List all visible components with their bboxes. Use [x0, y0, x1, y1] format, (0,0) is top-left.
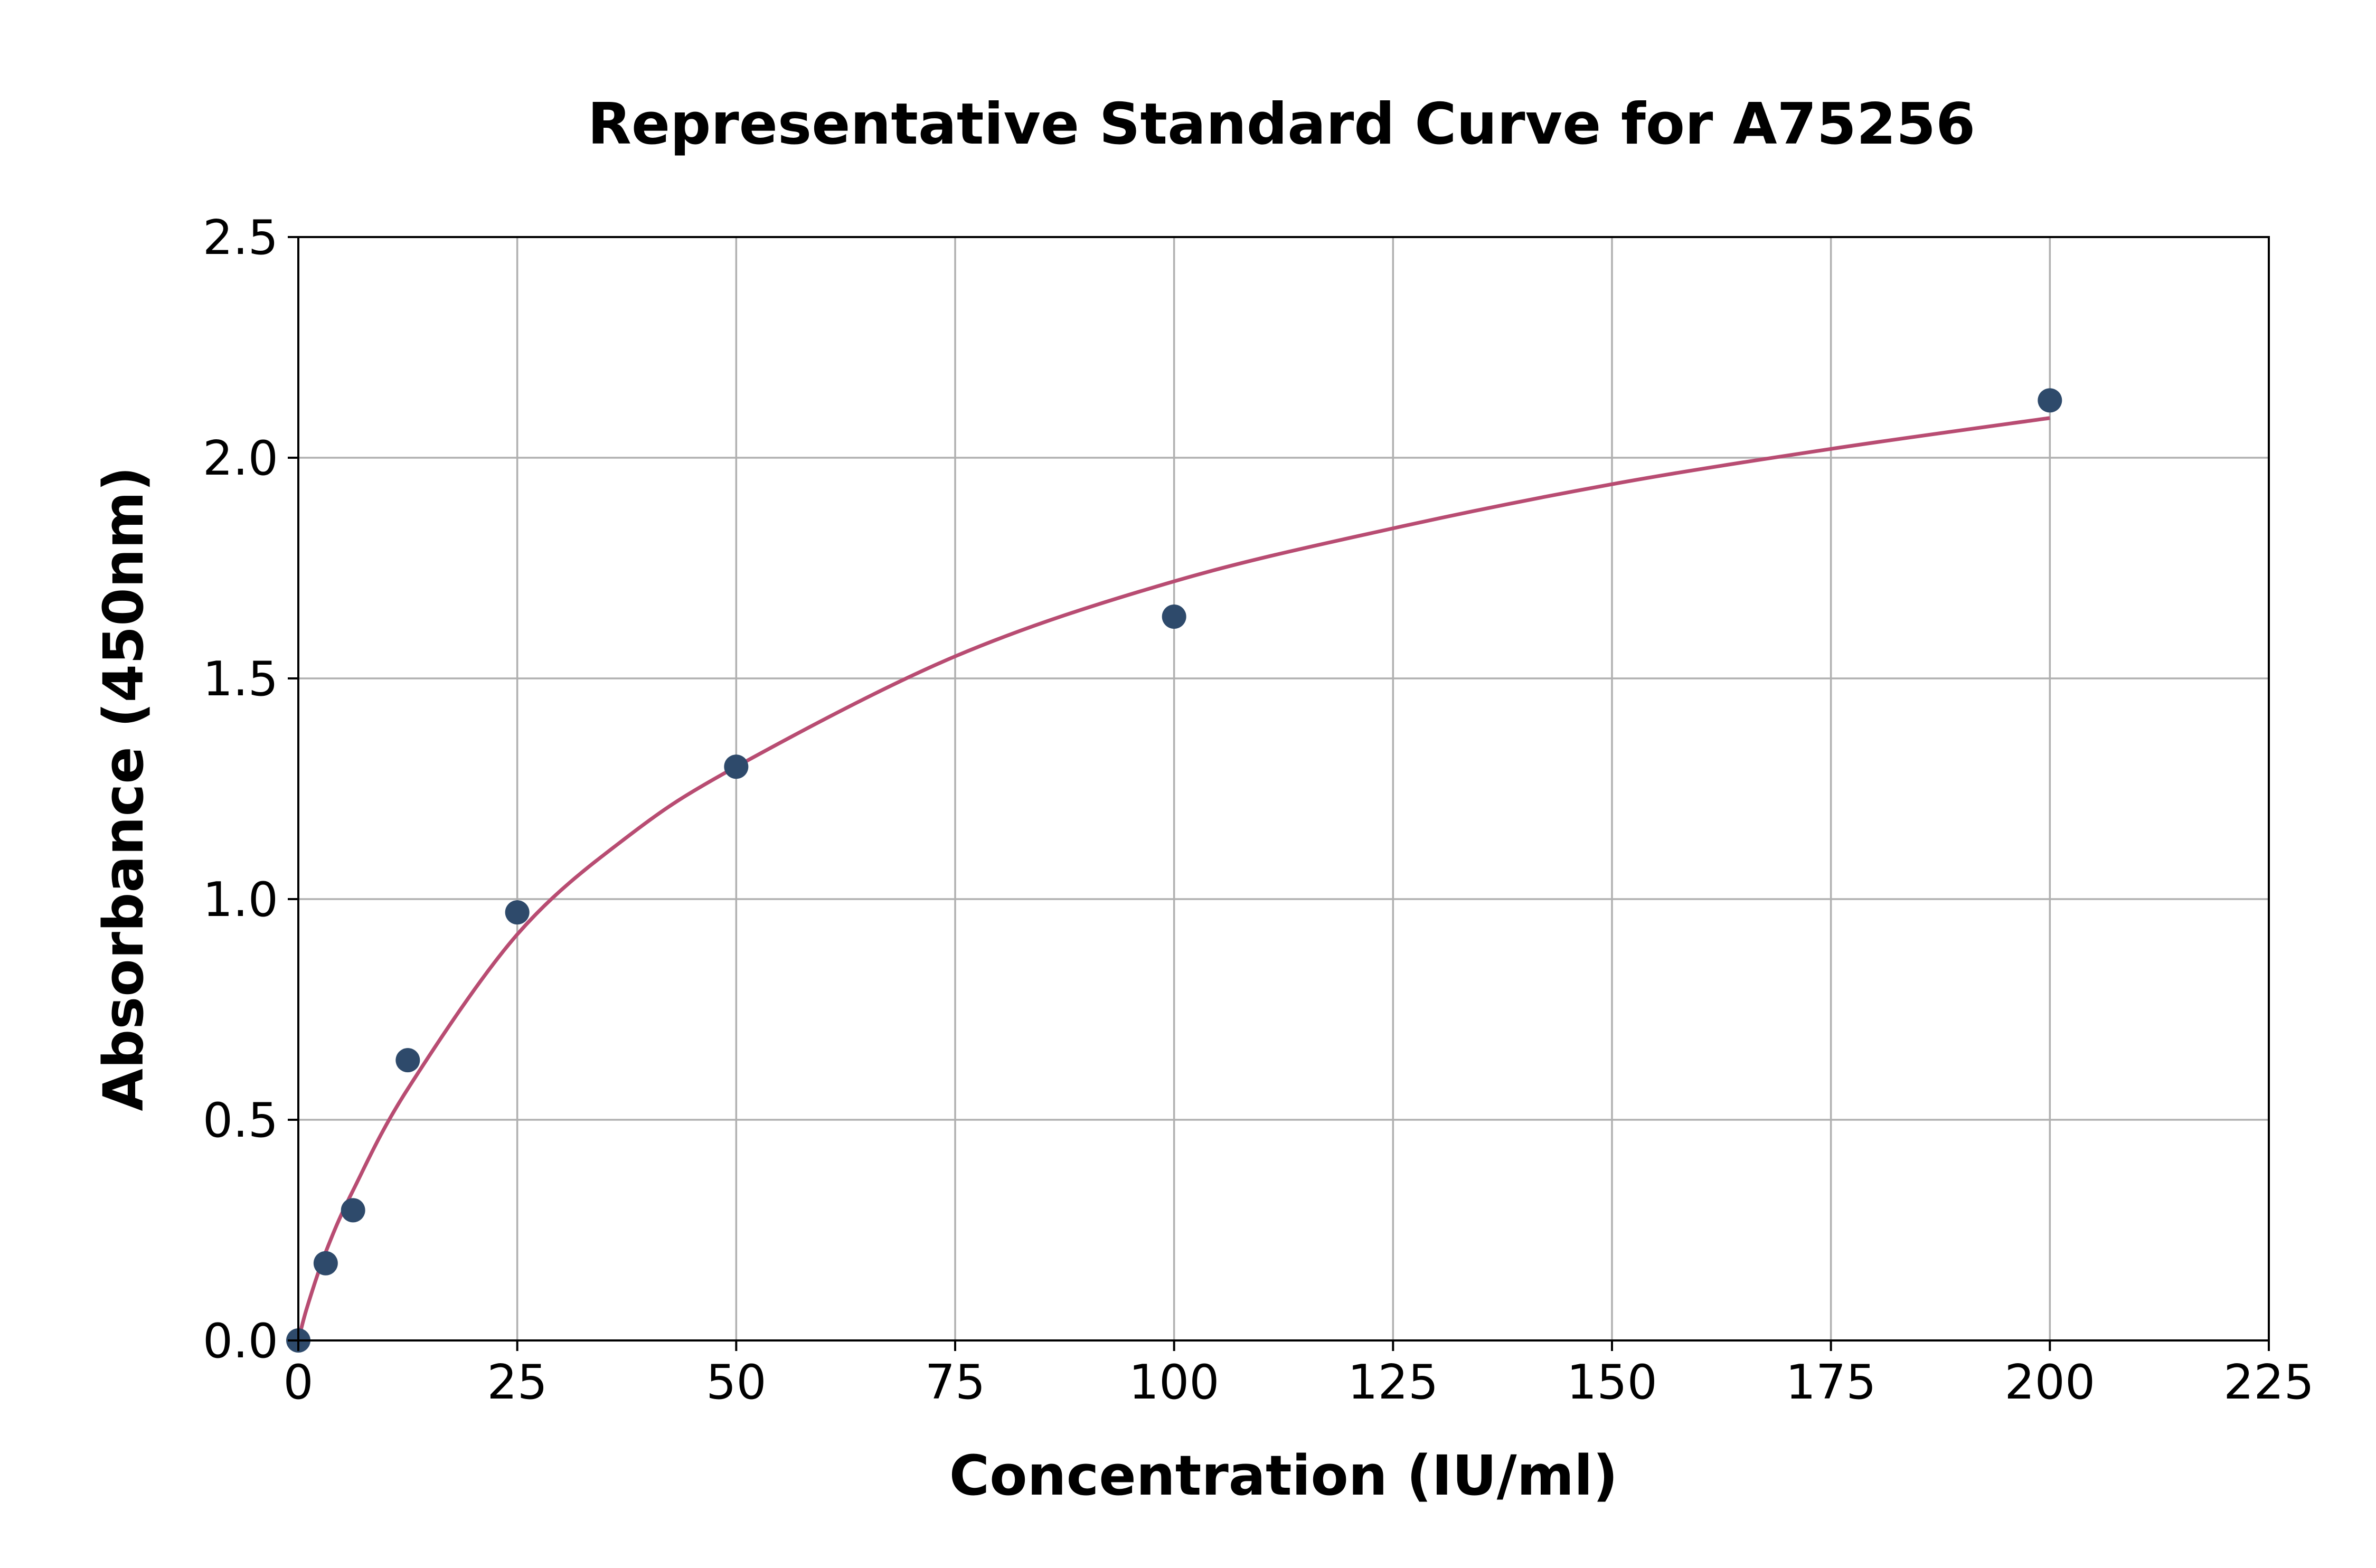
y-tick-label: 2.5	[203, 210, 278, 266]
y-axis-ticks: 0.0 0.5 1.0 1.5 2.0 2.5	[203, 210, 298, 1369]
x-tick-label: 0	[283, 1355, 313, 1410]
y-tick-label: 2.0	[203, 431, 278, 486]
data-point	[395, 1048, 420, 1073]
y-tick-label: 1.5	[203, 651, 278, 707]
y-tick-label: 1.0	[203, 872, 278, 928]
x-axis-ticks: 0 25 50 75 100 125 150 175 200 225	[283, 1340, 2314, 1410]
x-tick-label: 200	[2004, 1355, 2095, 1410]
y-tick-label: 0.0	[203, 1314, 278, 1369]
data-points-layer	[286, 388, 2062, 1353]
data-point	[2038, 388, 2062, 413]
data-point	[341, 1198, 365, 1223]
x-tick-label: 125	[1347, 1355, 1438, 1410]
chart-title: Representative Standard Curve for A75256	[588, 91, 1976, 157]
data-point	[505, 900, 530, 925]
x-tick-label: 50	[706, 1355, 767, 1410]
x-tick-label: 175	[1786, 1355, 1877, 1410]
x-axis-label: Concentration (IU/ml)	[949, 1443, 1618, 1508]
fitted-curve-line	[296, 416, 2050, 1341]
y-tick-label: 0.5	[203, 1093, 278, 1148]
x-tick-label: 100	[1129, 1355, 1220, 1410]
fitted-curve-layer	[296, 416, 2050, 1341]
data-point	[1162, 604, 1186, 629]
y-axis-label: Absorbance (450nm)	[91, 466, 156, 1111]
plot-area-frame	[297, 236, 2270, 1342]
x-tick-label: 225	[2223, 1355, 2314, 1410]
data-point	[724, 754, 749, 779]
x-tick-label: 150	[1567, 1355, 1657, 1410]
x-tick-label: 25	[487, 1355, 548, 1410]
data-point	[313, 1251, 338, 1276]
x-tick-label: 75	[925, 1355, 986, 1410]
